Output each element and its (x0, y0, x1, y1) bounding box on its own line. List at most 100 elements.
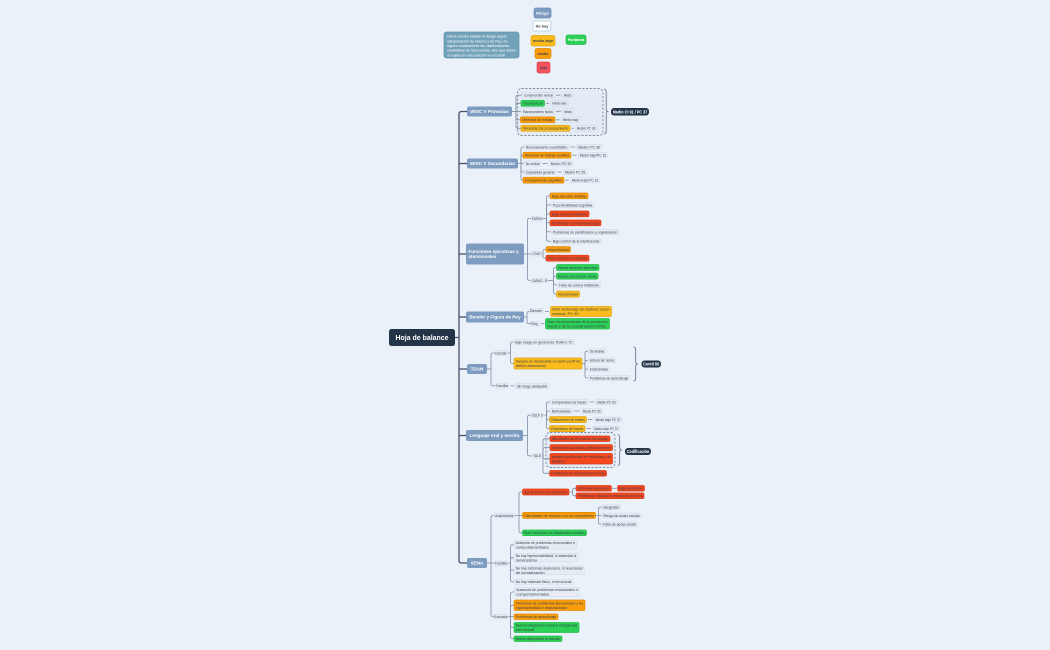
svg-text:CELF 5: CELF 5 (532, 414, 543, 418)
svg-text:Razonamiento fluido: Razonamiento fluido (523, 109, 554, 114)
svg-text:Rey: Rey (531, 322, 538, 326)
svg-text:Medio PC 63: Medio PC 63 (597, 399, 616, 404)
svg-text:Poca flexibilidad cognitiva: Poca flexibilidad cognitiva (553, 202, 593, 207)
svg-text:No hay síntomas depresivos, ni: No hay síntomas depresivos, ni reaccione… (516, 565, 583, 570)
svg-text:Bajo control inhibitorio: Bajo control inhibitorio (552, 211, 588, 216)
svg-text:Competencia cognitiva: Competencia cognitiva (525, 178, 563, 183)
svg-text:Problemas regulación emocional: Problemas regulación emocional de la ira (578, 493, 643, 498)
svg-text:de somatización: de somatización (516, 570, 545, 575)
svg-text:Hoja de balance: Hoja de balance (396, 333, 449, 342)
svg-text:Riesgo de acoso escolar: Riesgo de acoso escolar (603, 513, 640, 518)
svg-text:Lenguaje oral y escrito: Lenguaje oral y escrito (469, 433, 519, 438)
svg-text:emocional: emocional (516, 627, 534, 632)
svg-text:Medio CI 91 / PC 37: Medio CI 91 / PC 37 (613, 109, 648, 114)
svg-text:No hay hipersensibilidad, ni a: No hay hipersensibilidad, ni ansiedad ni (516, 553, 577, 558)
svg-text:Medio bajo: Medio bajo (563, 117, 579, 122)
svg-text:Escuela: Escuela (494, 615, 508, 619)
svg-text:Estos colores indican el riesg: Estos colores indican el riesgo según (447, 35, 506, 39)
svg-text:comportamentales: comportamentales (516, 592, 549, 597)
svg-text:Medio/ PC 36: Medio/ PC 36 (577, 126, 596, 131)
svg-text:Inseguridad: Inseguridad (603, 505, 619, 510)
svg-text:Morfosintaxis: Morfosintaxis (552, 408, 571, 413)
svg-text:Impulsividad: Impulsividad (558, 292, 578, 297)
svg-text:Medio bajo/ PC 16: Medio bajo/ PC 16 (572, 178, 599, 183)
svg-text:Familia: Familia (495, 562, 508, 566)
svg-text:Funciones ejecutivas y: Funciones ejecutivas y (468, 249, 519, 254)
svg-text:Sin riesgo destacable: Sin riesgo destacable (517, 383, 548, 388)
svg-text:Síntomas depresivos: Síntomas depresivos (578, 486, 610, 491)
svg-text:Dificultades de relación con l: Dificultades de relación con los compañe… (524, 513, 594, 518)
svg-text:CARAS - R: CARAS - R (532, 279, 548, 283)
svg-text:Bajo riesgo en general de TDAH: Bajo riesgo en general de TDAH o TC (515, 339, 573, 344)
svg-text:Capacidad general: Capacidad general (526, 169, 555, 174)
svg-text:Medio: Medio (564, 93, 572, 98)
svg-text:No hay: No hay (536, 24, 550, 28)
svg-text:problemas asociación grafema-f: problemas asociación grafema-fonema (552, 445, 612, 450)
svg-text:cualitativas de las pruebas, s: cualitativas de las pruebas, sino que si… (447, 49, 516, 53)
svg-text:Codificación: Codificación (627, 449, 650, 454)
svg-text:fluidez): fluidez) (552, 459, 566, 464)
svg-text:Comprensión de frases: Comprensión de frases (552, 399, 587, 404)
svg-text:Problemas de aprendizaje: Problemas de aprendizaje (516, 614, 557, 619)
svg-text:Memoria de trabajo: Memoria de trabajo (522, 117, 554, 122)
svg-text:Elaboración de frases: Elaboración de frases (551, 417, 585, 422)
svg-text:Medio bajo PC 37: Medio bajo PC 37 (596, 417, 621, 422)
svg-text:Presencia de problemas atencio: Presencia de problemas atencionales y de (516, 600, 584, 605)
svg-text:Bajo control de la interferenc: Bajo control de la interferencia (553, 239, 600, 244)
svg-text:Problemas de aprendizaje: Problemas de aprendizaje (590, 375, 629, 380)
svg-text:Buen funcionamiento de la perc: Buen funcionamiento de la percepción (547, 319, 608, 324)
svg-text:el sujeto en una posición en e: el sujeto en una posición en el centil (447, 53, 505, 57)
svg-text:Impulsividad: Impulsividad (548, 247, 569, 252)
svg-text:Comprensión verbal: Comprensión verbal (524, 93, 553, 98)
svg-text:Medio / PC 58: Medio / PC 58 (578, 144, 600, 149)
svg-text:déficit atencional: déficit atencional (516, 363, 546, 368)
svg-text:dificultades en el proceso fon: dificultades en el proceso fonológico (552, 436, 609, 441)
svg-text:Problemas memoria fonológica: Problemas memoria fonológica (552, 220, 600, 225)
svg-text:Fortaleza: Fortaleza (568, 38, 585, 42)
svg-text:Ensimismada: Ensimismada (590, 367, 609, 372)
svg-text:visual y de la coordinación mo: visual y de la coordinación motriz (547, 324, 606, 329)
svg-text:WISC V Primarias: WISC V Primarias (470, 109, 509, 114)
svg-text:Poca atención sostenida: Poca atención sostenida (548, 256, 588, 261)
svg-text:Falta de control inhibitorio: Falta de control inhibitorio (559, 282, 599, 287)
svg-text:Baja autoestima: Baja autoestima (619, 486, 643, 491)
svg-text:Bender y Figura de Rey: Bender y Figura de Rey (469, 315, 521, 320)
svg-text:Centil 85: Centil 85 (643, 362, 660, 367)
svg-text:Problemas de comprensión lecto: Problemas de comprensión lectora (551, 471, 605, 476)
svg-text:Medio: Medio (564, 109, 572, 114)
svg-text:hiperactividad e impulsividad: hiperactividad e impulsividad (516, 605, 567, 610)
svg-text:Autoinforme: Autoinforme (495, 514, 513, 518)
svg-text:Ausencia de problemas emociona: Ausencia de problemas emocionales o (516, 587, 578, 592)
svg-text:TALE: TALE (533, 454, 541, 458)
svg-text:Repetición de frases: Repetición de frases (551, 426, 583, 431)
svg-text:Riesgo: Riesgo (536, 11, 549, 15)
svg-text:interpretación de Helena y de: interpretación de Helena y de Pep, no (447, 39, 507, 43)
svg-text:Buena atención selectiva: Buena atención selectiva (558, 265, 598, 270)
svg-text:Alto: Alto (540, 66, 548, 70)
svg-text:No hay malestar físico, ni emo: No hay malestar físico, ni emocional (516, 579, 572, 584)
svg-text:Aunque es destacable un cierto: Aunque es destacable un cierto perfil de (516, 359, 581, 364)
svg-text:WISC V Secundarias: WISC V Secundarias (470, 161, 515, 166)
svg-text:Se distrae: Se distrae (590, 349, 605, 354)
svg-text:Medio/ PC 55: Medio/ PC 55 (565, 169, 586, 174)
svg-text:Medio bajo/PC 16: Medio bajo/PC 16 (580, 153, 607, 158)
svg-text:Velocidad de procesamiento: Velocidad de procesamiento (523, 126, 569, 131)
svg-text:Falta de apoyo social: Falta de apoyo social (603, 522, 636, 527)
svg-text:Medio / PC 50: Medio / PC 50 (551, 161, 572, 166)
svg-text:presenta problemas de velocida: presenta problemas de velocidad y de (552, 454, 612, 459)
svg-text:manual. PC 40: manual. PC 40 (552, 311, 579, 316)
svg-text:Familiar: Familiar (496, 384, 509, 388)
svg-text:Medio alto: Medio alto (552, 101, 567, 106)
svg-text:Buena percepción visual: Buena percepción visual (558, 274, 596, 279)
svg-text:Memoria de trabajo auditiva: Memoria de trabajo auditiva (525, 153, 570, 158)
svg-text:ajuste emocional deficiente: ajuste emocional deficiente (524, 489, 568, 494)
svg-text:Buena integración social e int: Buena integración social e inteligencia (516, 623, 578, 628)
svg-text:Baja atención dividida: Baja atención dividida (552, 193, 587, 198)
svg-text:TDAH: TDAH (471, 367, 484, 372)
svg-text:Ausencia de problemas emociona: Ausencia de problemas emocionales o (516, 540, 576, 545)
svg-text:CSAT: CSAT (532, 252, 541, 256)
svg-text:está en las nubes: está en las nubes (590, 358, 615, 363)
svg-text:comportamentales: comportamentales (516, 545, 549, 550)
svg-text:No verbal: No verbal (526, 161, 540, 166)
svg-text:Razonamiento cuantitativo: Razonamiento cuantitativo (526, 144, 568, 149)
